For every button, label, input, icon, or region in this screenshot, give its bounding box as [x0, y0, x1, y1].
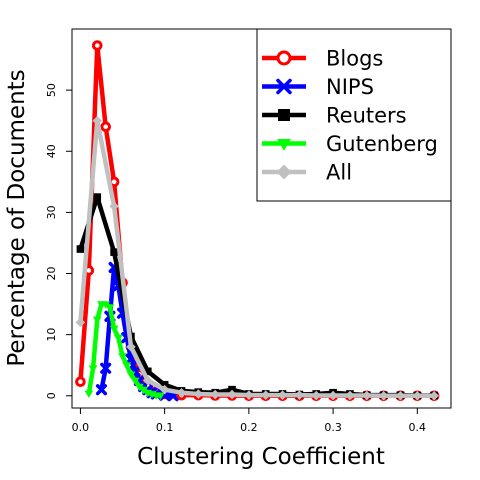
y-tick-label: 20	[45, 267, 58, 281]
x-tick-label: 0.4	[409, 421, 427, 434]
legend-item-nips: NIPS	[262, 75, 374, 99]
data-point	[395, 391, 406, 401]
data-point	[143, 375, 153, 386]
legend-item-gutenberg: Gutenberg	[262, 132, 438, 156]
data-point	[76, 245, 85, 253]
data-point	[75, 376, 86, 388]
y-axis-title: Percentage of Documents	[4, 69, 30, 366]
data-point	[412, 391, 423, 401]
legend-label: All	[326, 161, 352, 185]
legend-marker	[278, 109, 290, 121]
data-point	[100, 362, 112, 374]
data-point	[429, 391, 439, 401]
legend-marker	[276, 164, 292, 180]
y-tick-label: 30	[45, 205, 58, 219]
x-tick-label: 0.0	[72, 421, 90, 434]
legend-item-blogs: Blogs	[262, 47, 383, 71]
legend-label: NIPS	[326, 75, 374, 99]
legend-marker	[276, 50, 292, 66]
data-point	[294, 390, 305, 400]
legend-marker	[277, 139, 291, 151]
data-point	[362, 390, 372, 401]
data-point	[101, 301, 111, 309]
x-axis: 0.0 0.1 0.2 0.3 0.4	[72, 407, 427, 434]
data-point	[311, 390, 321, 401]
data-point	[135, 383, 144, 392]
data-point	[159, 384, 170, 395]
y-axis: 0 10 20 30 40 50	[45, 83, 73, 399]
y-tick-label: 50	[45, 83, 58, 97]
data-point	[345, 390, 355, 401]
data-point	[88, 365, 98, 373]
x-axis-title: Clustering Coefficient	[137, 444, 385, 470]
data-point	[126, 342, 136, 352]
legend: Blogs NIPS Reuters Gutenberg All	[256, 28, 452, 202]
data-point	[110, 248, 118, 256]
data-point	[113, 334, 123, 343]
data-point	[210, 389, 220, 400]
data-point	[328, 390, 338, 401]
data-point	[75, 317, 86, 328]
y-tick-label: 10	[45, 328, 58, 342]
x-tick-label: 0.1	[156, 421, 174, 434]
y-tick-label: 40	[45, 144, 58, 158]
data-point	[277, 390, 288, 400]
data-point	[109, 325, 119, 334]
data-point	[92, 316, 102, 324]
data-point	[105, 304, 115, 312]
legend-label: Reuters	[326, 104, 407, 128]
data-point	[260, 390, 271, 400]
x-tick-label: 0.2	[240, 421, 258, 434]
data-point	[109, 201, 119, 212]
legend-item-all: All	[262, 161, 352, 185]
series-all	[75, 115, 439, 401]
data-point	[118, 353, 127, 361]
data-point	[156, 392, 165, 401]
data-point	[227, 389, 237, 400]
legend-label: Gutenberg	[326, 132, 438, 156]
y-tick-label: 0	[45, 392, 58, 399]
data-point	[144, 367, 152, 376]
data-point	[193, 389, 204, 399]
data-point	[92, 115, 103, 126]
series-gutenberg	[84, 301, 165, 401]
data-point	[160, 380, 169, 389]
data-point	[93, 193, 102, 201]
x-tick-label: 0.3	[324, 421, 342, 434]
legend-label: Blogs	[326, 47, 383, 71]
data-point	[122, 362, 132, 370]
data-point	[100, 121, 111, 133]
data-point	[95, 384, 108, 396]
legend-marker	[276, 78, 292, 95]
data-point	[126, 371, 136, 379]
data-point	[228, 385, 236, 394]
data-point	[91, 40, 103, 51]
series-line	[78, 118, 437, 399]
legend-item-reuters: Reuters	[262, 104, 407, 128]
data-point	[244, 390, 254, 400]
series-layer	[75, 40, 440, 402]
data-point	[176, 387, 187, 398]
data-point	[378, 391, 389, 401]
data-point	[130, 377, 140, 386]
data-point	[84, 390, 94, 398]
data-point	[139, 386, 148, 395]
